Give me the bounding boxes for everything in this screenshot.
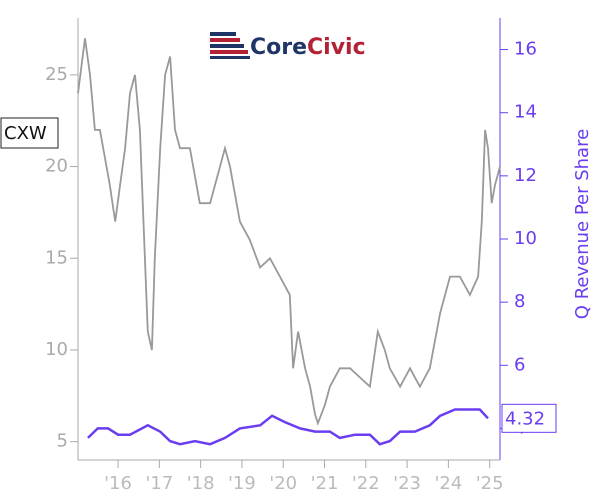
last-value-label: 4.32 — [505, 408, 545, 429]
x-tick-label: '18 — [187, 473, 215, 494]
y2-tick-label: 6 — [514, 354, 525, 375]
logo-text: Civic — [307, 35, 366, 60]
y2-tick-label: 10 — [514, 228, 537, 249]
logo-text: Core — [250, 35, 307, 60]
logo: Core Civic — [210, 32, 366, 60]
y2-tick-label: 12 — [514, 165, 537, 186]
x-tick-label: '24 — [434, 473, 462, 494]
logo-icon — [210, 44, 244, 48]
logo-icon — [210, 56, 250, 59]
y-tick-label: 20 — [45, 156, 68, 177]
y2-tick-label: 16 — [514, 39, 537, 60]
line — [77, 38, 501, 427]
y-tick-label: 10 — [45, 339, 68, 360]
logo-icon — [210, 50, 248, 54]
y-tick-label: 5 — [57, 431, 68, 452]
y-tick-label: 25 — [45, 64, 68, 85]
x-tick-label: '20 — [269, 473, 297, 494]
x-tick-label: '21 — [311, 473, 339, 494]
last-value-box — [501, 403, 557, 433]
x-tick-label: '16 — [104, 473, 132, 494]
y2-axis-label: Q Revenue Per Share — [572, 129, 593, 319]
ticker-box — [0, 117, 59, 149]
line — [87, 408, 489, 446]
x-tick-label: '19 — [228, 473, 256, 494]
y2-tick-label: 8 — [514, 291, 525, 312]
logo-icon — [210, 32, 236, 36]
x-tick-label: '23 — [393, 473, 421, 494]
ticker: CXW — [4, 123, 47, 144]
x-tick-label: '22 — [352, 473, 380, 494]
x-tick-label: '25 — [476, 473, 504, 494]
y-tick-label: 15 — [45, 247, 68, 268]
y2-tick-label: 14 — [514, 102, 537, 123]
logo-icon — [210, 38, 240, 42]
x-tick-label: '17 — [145, 473, 173, 494]
